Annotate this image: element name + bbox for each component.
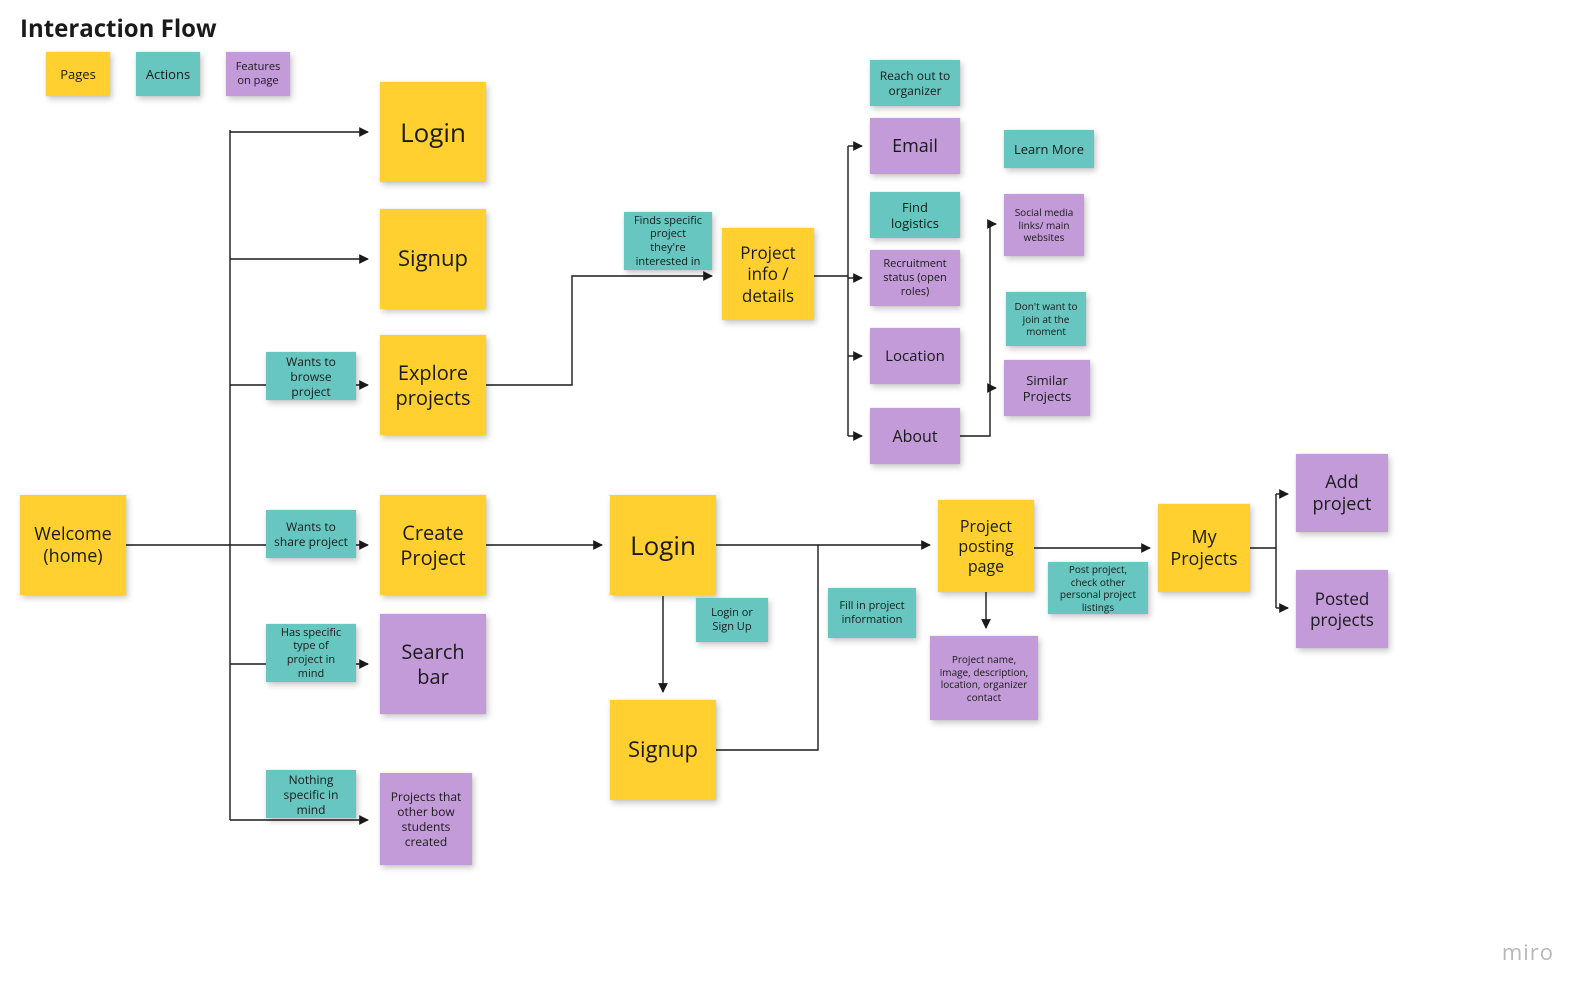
node-reach_out[interactable]: Reach out to organizer: [870, 60, 960, 106]
node-recruit[interactable]: Recruitment status (open roles): [870, 250, 960, 306]
node-dont_join[interactable]: Don't want to join at the moment: [1006, 292, 1086, 346]
node-post_check[interactable]: Post project, check other personal proje…: [1048, 562, 1148, 614]
node-searchbar[interactable]: Search bar: [380, 614, 486, 714]
node-signup_mid[interactable]: Signup: [610, 700, 716, 800]
edge-20: [716, 545, 818, 750]
node-welcome[interactable]: Welcome (home): [20, 495, 126, 595]
legend-pages: Pages: [46, 52, 110, 96]
diagram-title: Interaction Flow: [20, 12, 217, 45]
node-finds_specific[interactable]: Finds specific project they're intereste…: [624, 212, 712, 270]
node-project_info[interactable]: Project info / details: [722, 228, 814, 320]
node-find_log[interactable]: Find logistics: [870, 192, 960, 238]
node-explore[interactable]: Explore projects: [380, 335, 486, 435]
node-wants_share[interactable]: Wants to share project: [266, 510, 356, 558]
node-nothing[interactable]: Nothing specific in mind: [266, 770, 356, 818]
node-similar[interactable]: Similar Projects: [1004, 360, 1090, 416]
legend-actions: Actions: [136, 52, 200, 96]
edge-8: [486, 276, 712, 385]
node-login_or_signup[interactable]: Login or Sign Up: [696, 598, 768, 642]
node-learn_more[interactable]: Learn More: [1004, 130, 1094, 168]
node-social[interactable]: Social media links/ main websites: [1004, 194, 1084, 256]
node-about[interactable]: About: [870, 408, 960, 464]
node-signup_top[interactable]: Signup: [380, 209, 486, 309]
node-create[interactable]: Create Project: [380, 495, 486, 595]
node-login_top[interactable]: Login: [380, 82, 486, 182]
node-posted_proj[interactable]: Posted projects: [1296, 570, 1388, 648]
node-fill_info[interactable]: Fill in project information: [828, 588, 916, 638]
node-has_specific[interactable]: Has specific type of project in mind: [266, 624, 356, 682]
node-project_meta[interactable]: Project name, image, description, locati…: [930, 636, 1038, 720]
legend-features: Features on page: [226, 52, 290, 96]
node-login_mid[interactable]: Login: [610, 495, 716, 595]
node-add_project[interactable]: Add project: [1296, 454, 1388, 532]
miro-watermark: miro: [1502, 937, 1554, 967]
edge-15: [960, 224, 996, 436]
node-location[interactable]: Location: [870, 328, 960, 384]
node-posting_page[interactable]: Project posting page: [938, 500, 1034, 592]
node-email[interactable]: Email: [870, 118, 960, 174]
node-browsed[interactable]: Projects that other bow students created: [380, 773, 472, 865]
node-wants_browse[interactable]: Wants to browse project: [266, 352, 356, 400]
node-my_projects[interactable]: My Projects: [1158, 504, 1250, 592]
